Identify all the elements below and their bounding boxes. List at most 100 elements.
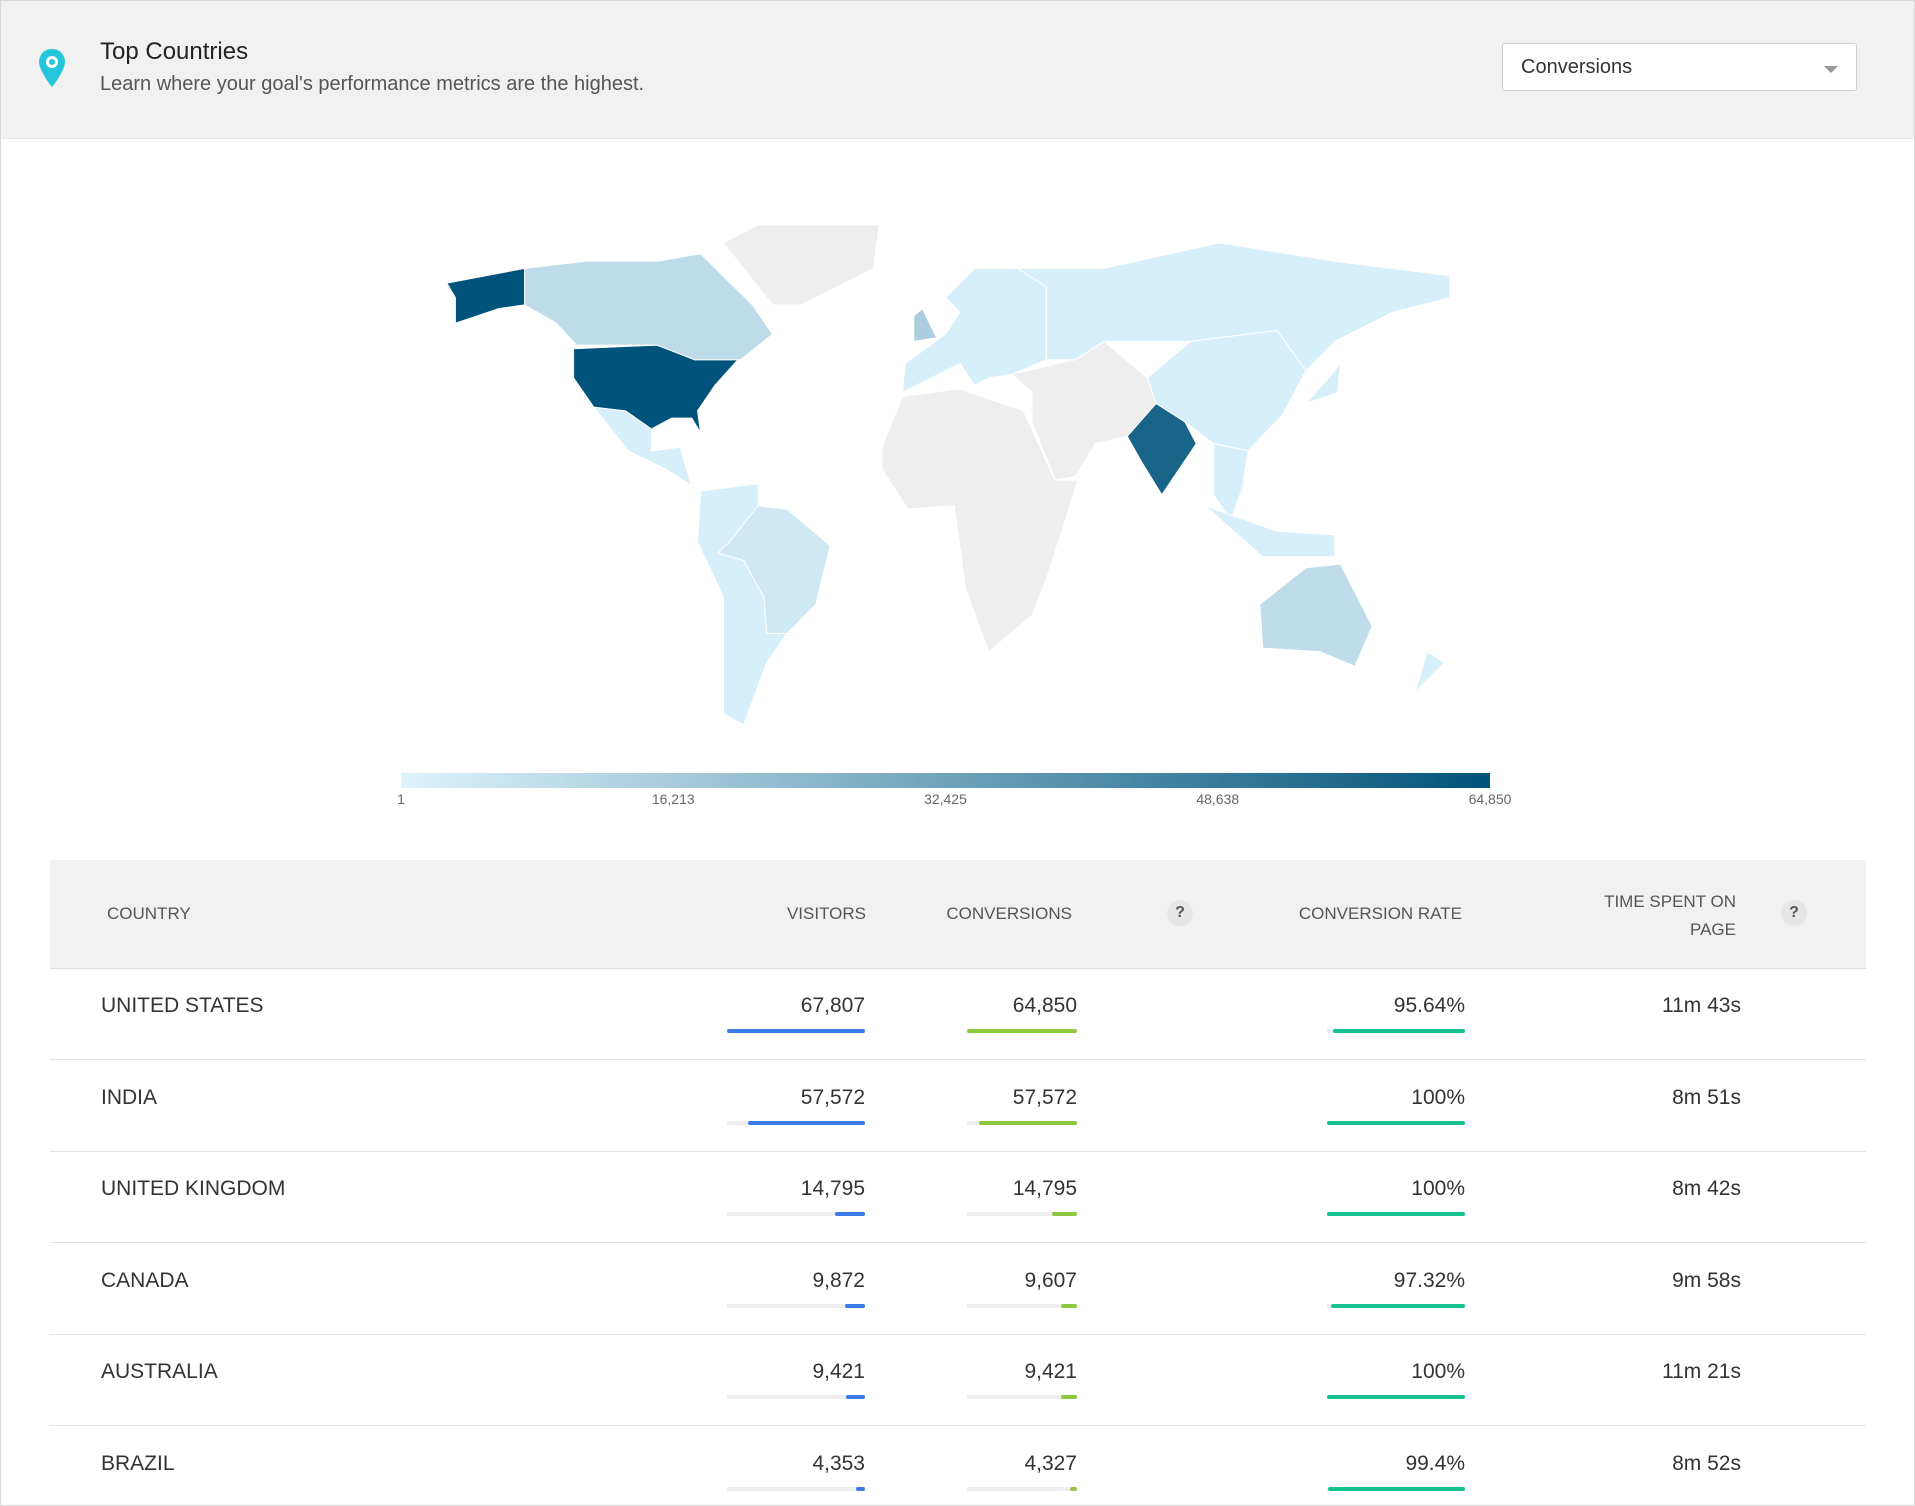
cell-value: 4,327 [1024,1451,1077,1475]
cell-value: 14,795 [1012,1177,1077,1200]
table-row: CANADA 9,872 9,607 97.32% 9m 58s [50,1243,1866,1335]
country-region [716,505,831,634]
subtitle: Learn where your goal's performance metr… [100,73,645,95]
country-region [1126,402,1197,496]
time-spent: 8m 51s [1672,1085,1741,1109]
country-region [722,224,880,306]
value-bar [1060,1303,1077,1308]
value-bar [1327,1395,1465,1399]
country-name: CANADA [101,1268,189,1292]
help-icon[interactable]: ? [1781,900,1807,926]
pin-icon [39,49,65,87]
table-row: INDIA 57,572 57,572 100% 8m 51s [50,1060,1866,1152]
title: Top Countries [100,38,249,65]
bar-track [1327,1212,1465,1216]
bar-track [1327,1120,1465,1125]
country-region [446,267,526,324]
column-header: CONVERSION RATE [1298,904,1462,923]
time-spent: 11m 21s [1662,1360,1741,1383]
country-name: UNITED STATES [101,994,264,1017]
cell-value: 97.32% [1393,1268,1465,1292]
time-spent: 8m 42s [1672,1177,1741,1200]
cell-value: 9,421 [812,1360,865,1383]
bar-track [967,1120,1077,1125]
bar-track [967,1395,1077,1399]
world-map: 1 16,213 32,425 48,638 64,850 [397,224,1512,807]
value-bar [856,1486,865,1491]
bar-track [1327,1029,1465,1033]
bar-track [1327,1486,1465,1491]
help-icon[interactable]: ? [1167,900,1193,926]
value-bar [1069,1486,1077,1491]
legend-tick-label: 48,638 [1196,791,1239,807]
country-region [1304,361,1342,405]
cell-value: 100% [1411,1177,1465,1200]
column-header: TIME SPENT ON PAGE [1604,892,1736,939]
value-bar [834,1212,865,1216]
time-spent: 9m 58s [1672,1268,1741,1292]
country-region [913,307,938,342]
time-spent: 8m 52s [1672,1451,1741,1475]
table-row: AUSTRALIA 9,421 9,421 100% 11m 21s [50,1334,1866,1426]
header: Top Countries Learn where your goal's pe… [1,1,1914,139]
cell-value: 9,421 [1024,1360,1077,1383]
bar-track [967,1486,1077,1491]
bar-track [727,1395,865,1399]
value-bar [1327,1120,1465,1125]
cell-value: 4,353 [812,1451,865,1475]
cell-value: 67,807 [800,994,865,1017]
bar-track [1327,1303,1465,1308]
country-region [524,253,774,361]
country-name: AUSTRALIA [101,1360,218,1383]
bar-track [967,1212,1077,1216]
table-row: UNITED STATES 67,807 64,850 95.64% 11m 43s [50,968,1866,1060]
country-region [1213,442,1249,522]
value-bar [1333,1029,1465,1033]
bar-track [967,1303,1077,1308]
country-name: INDIA [101,1085,158,1109]
value-bar [727,1029,865,1033]
column-header: VISITORS [786,904,866,923]
cell-value: 100% [1411,1360,1465,1383]
legend-tick-label: 64,850 [1469,791,1512,807]
cell-value: 100% [1411,1085,1465,1109]
cell-value: 9,607 [1024,1268,1077,1292]
cell-value: 57,572 [800,1085,865,1109]
time-spent: 11m 43s [1662,994,1741,1017]
bar-track [727,1303,865,1308]
legend-tick-label: 16,213 [652,791,695,807]
cell-value: 64,850 [1012,994,1077,1017]
value-bar [1327,1486,1465,1491]
value-bar [747,1120,865,1125]
bar-track [727,1486,865,1491]
cell-value: 57,572 [1012,1085,1077,1109]
country-region [881,388,1079,653]
legend-tick-label: 1 [397,791,405,807]
value-bar [1051,1212,1077,1216]
cell-value: 9,872 [812,1268,865,1292]
country-name: BRAZIL [101,1451,175,1475]
value-bar [1330,1303,1465,1308]
bar-track [727,1120,865,1125]
bar-track [727,1212,865,1216]
value-bar [967,1029,1077,1033]
country-region [1259,563,1373,667]
metric-dropdown[interactable]: Conversions [1502,43,1857,91]
bar-track [1327,1395,1465,1399]
country-region [1015,242,1451,372]
legend-tick-label: 32,425 [924,791,967,807]
value-bar [845,1395,865,1399]
country-name: UNITED KINGDOM [101,1177,286,1200]
table-row: BRAZIL 4,353 4,327 99.4% 8m 52s [50,1426,1866,1506]
cell-value: 99.4% [1405,1451,1465,1475]
value-bar [844,1303,865,1308]
table-row: UNITED KINGDOM 14,795 14,795 100% 8m 42s [50,1151,1866,1243]
country-region [1010,340,1157,481]
color-legend [401,773,1490,788]
value-bar [1061,1395,1077,1399]
country-region [1415,650,1446,693]
cell-value: 95.64% [1393,994,1465,1017]
country-region [1204,505,1336,558]
column-header: CONVERSIONS [946,904,1072,923]
bar-track [967,1029,1077,1033]
